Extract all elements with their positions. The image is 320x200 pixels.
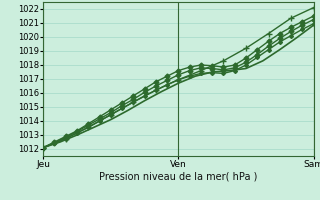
X-axis label: Pression niveau de la mer( hPa ): Pression niveau de la mer( hPa ) — [99, 172, 258, 182]
